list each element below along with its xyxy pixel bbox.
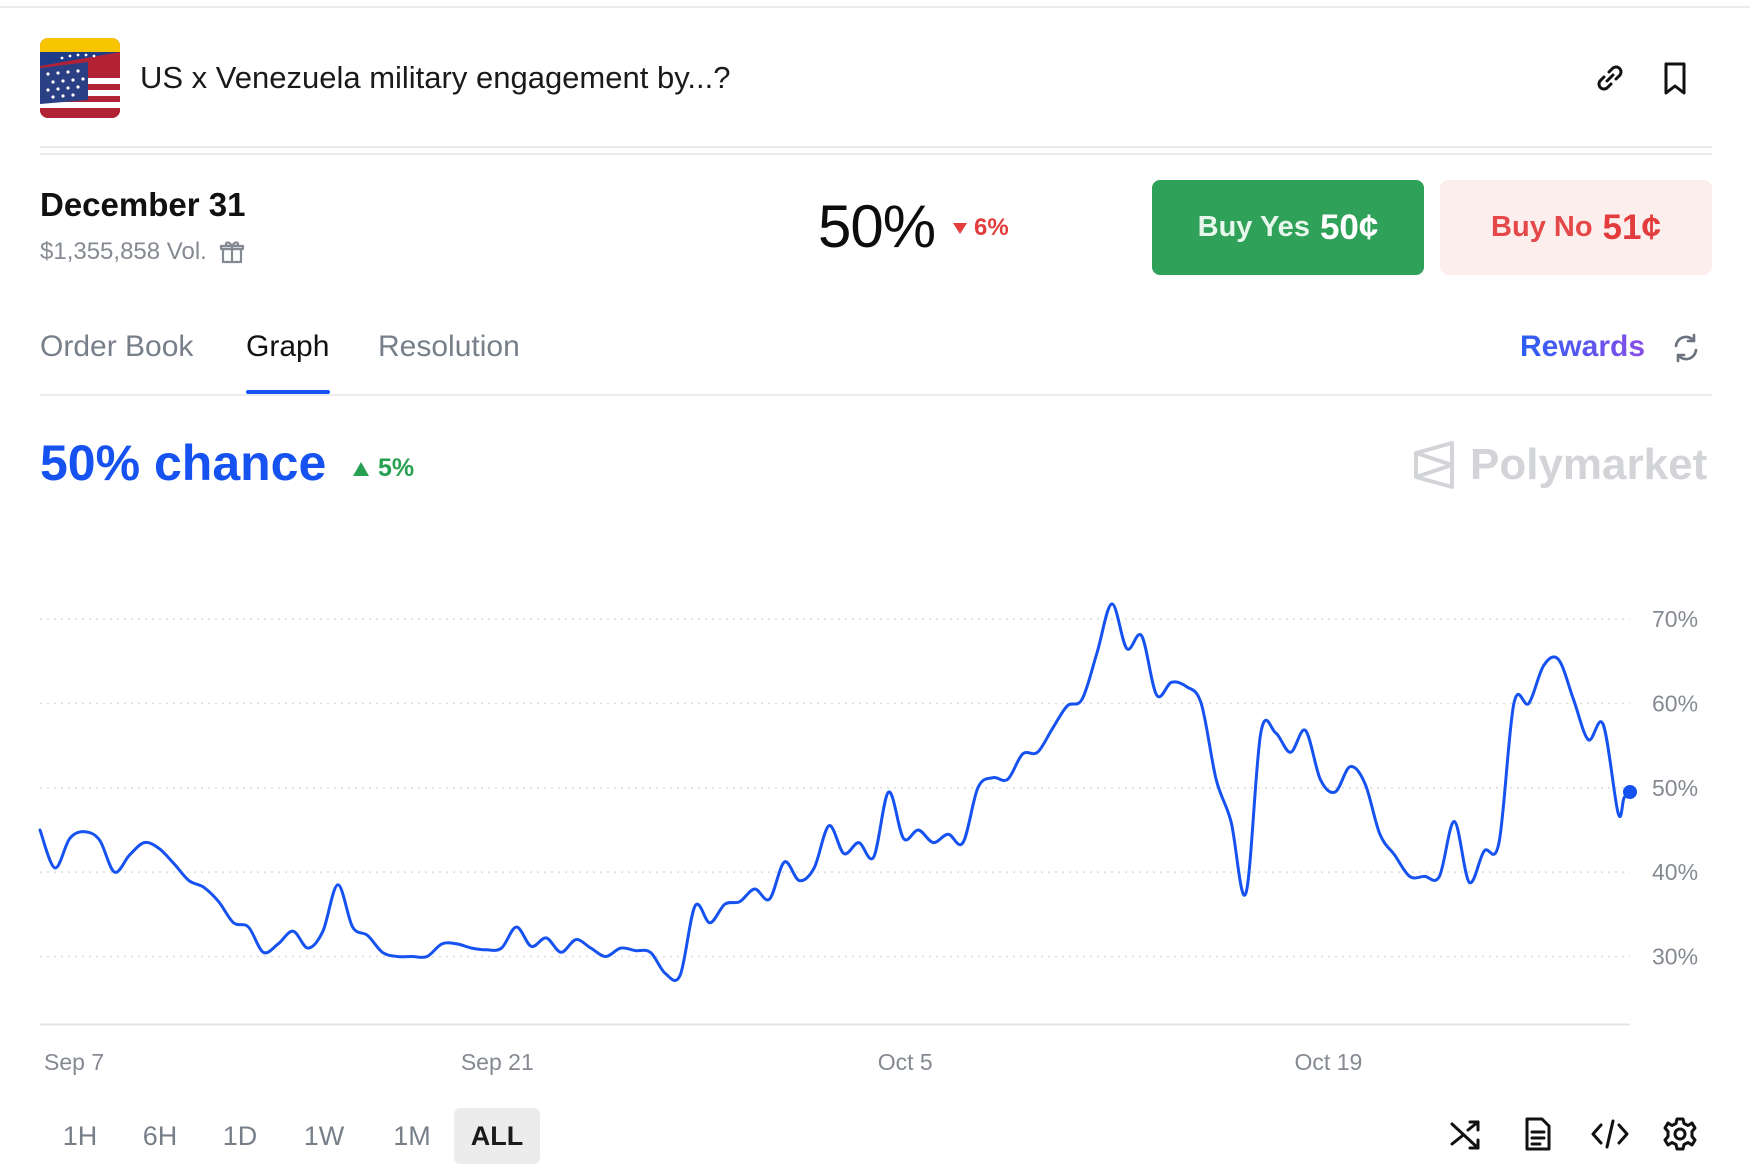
settings-gear-icon[interactable] <box>1662 1116 1698 1152</box>
outcome-volume: $1,355,858 Vol. <box>40 238 245 266</box>
us-venezuela-flag-icon <box>40 38 120 118</box>
range-6h[interactable]: 6H <box>142 1121 178 1151</box>
market-header: US x Venezuela military engagement by...… <box>40 38 1712 118</box>
range-all[interactable]: ALL <box>454 1108 540 1164</box>
x-tick-label: Oct 5 <box>878 1049 933 1075</box>
gift-icon[interactable] <box>219 239 245 265</box>
outcome-percent: 50% <box>818 193 936 260</box>
outcome-change-value: 6% <box>974 214 1009 241</box>
rewards-link[interactable]: Rewards <box>1520 330 1646 363</box>
chance-value: 50% chance <box>40 435 327 491</box>
outcome-date: December 31 <box>40 186 246 223</box>
tab-resolution[interactable]: Resolution <box>378 330 520 363</box>
y-tick-label: 40% <box>1652 859 1698 885</box>
y-tick-label: 60% <box>1652 690 1698 716</box>
link-icon[interactable] <box>1590 58 1630 98</box>
buy-no-label: Buy No <box>1491 211 1593 243</box>
buy-yes-button[interactable]: Buy Yes 50¢ <box>1152 180 1424 275</box>
range-1m[interactable]: 1M <box>393 1121 431 1151</box>
buy-yes-label: Buy Yes <box>1197 211 1310 243</box>
chance-change-value: 5% <box>378 454 415 482</box>
outcome-change: 6% <box>952 214 1009 242</box>
y-tick-label: 70% <box>1652 606 1698 632</box>
volume-text: $1,355,858 Vol. <box>40 238 207 265</box>
price-chart: 30% 40% 50% 60% 70% Sep 7 Sep 21 Oct 5 Oct 19 <box>38 602 1698 1075</box>
buy-yes-price: 50¢ <box>1319 207 1379 247</box>
brand-name: Polymarket <box>1470 440 1708 489</box>
tab-graph[interactable]: Graph <box>246 330 330 363</box>
active-tab-underline <box>246 390 330 394</box>
tab-order-book[interactable]: Order Book <box>40 330 194 363</box>
shuffle-icon[interactable] <box>1448 1116 1484 1152</box>
header-divider <box>40 146 1712 155</box>
series-line <box>38 602 1632 982</box>
embed-code-icon[interactable] <box>1590 1116 1630 1152</box>
polymarket-logo-icon <box>1414 441 1454 489</box>
range-1h[interactable]: 1H <box>62 1121 98 1151</box>
down-triangle-icon <box>953 223 967 234</box>
buy-no-price: 51¢ <box>1602 207 1661 247</box>
x-tick-label: Oct 19 <box>1295 1049 1363 1075</box>
bookmark-icon[interactable] <box>1655 58 1695 98</box>
range-1w[interactable]: 1W <box>303 1121 345 1151</box>
last-point-marker <box>1623 785 1637 799</box>
document-icon[interactable] <box>1520 1116 1556 1152</box>
y-tick-label: 30% <box>1652 944 1698 970</box>
up-triangle-icon <box>353 461 369 476</box>
range-1d[interactable]: 1D <box>222 1121 258 1151</box>
polymarket-watermark: Polymarket <box>1412 440 1707 490</box>
market-title: US x Venezuela military engagement by...… <box>140 60 731 95</box>
chance-change: 5% <box>352 454 414 483</box>
top-border <box>0 0 1750 8</box>
y-tick-label: 50% <box>1652 775 1698 801</box>
refresh-icon[interactable] <box>1670 332 1702 364</box>
x-tick-label: Sep 7 <box>44 1049 104 1075</box>
x-tick-label: Sep 21 <box>461 1049 534 1075</box>
tab-bar: Order Book Graph Resolution Rewards <box>40 320 1712 396</box>
buy-no-button[interactable]: Buy No 51¢ <box>1440 180 1712 275</box>
